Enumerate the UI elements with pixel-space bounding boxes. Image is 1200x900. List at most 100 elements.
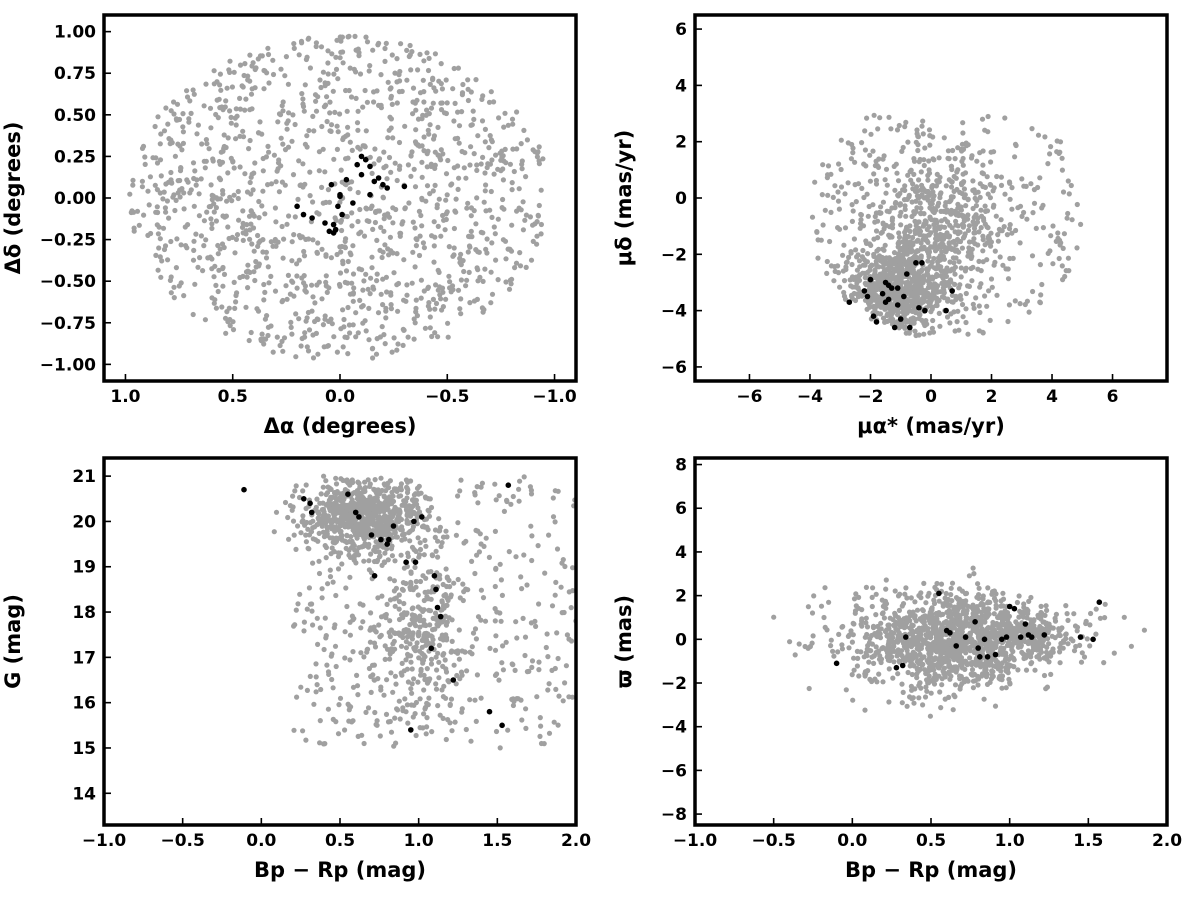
field-star-point xyxy=(980,237,986,243)
field-star-point xyxy=(442,657,448,663)
field-star-point xyxy=(500,177,506,183)
field-star-point xyxy=(281,335,288,341)
field-star-point xyxy=(493,152,499,158)
field-star-point xyxy=(929,244,935,250)
field-star-point xyxy=(353,310,359,316)
field-star-point xyxy=(347,139,353,145)
field-star-point xyxy=(166,136,172,142)
field-star-point xyxy=(272,288,279,294)
member-star-point xyxy=(371,573,378,579)
member-star-point xyxy=(505,482,512,489)
field-star-point xyxy=(427,622,433,628)
field-star-point xyxy=(908,290,914,296)
field-star-point xyxy=(954,247,960,253)
field-star-point xyxy=(912,316,918,322)
field-star-point xyxy=(549,603,556,609)
field-star-point xyxy=(943,273,950,279)
field-star-point xyxy=(510,702,516,709)
field-star-point xyxy=(176,283,182,289)
field-star-point xyxy=(318,686,324,693)
field-star-point xyxy=(862,147,869,153)
field-star-point xyxy=(254,306,260,312)
field-star-point xyxy=(486,145,492,151)
field-star-point xyxy=(316,211,322,217)
field-star-point xyxy=(296,494,303,501)
field-star-point xyxy=(268,273,274,279)
field-star-point xyxy=(409,280,415,286)
field-star-point xyxy=(332,109,338,115)
field-star-point xyxy=(492,231,498,237)
field-star-point xyxy=(457,488,463,494)
field-star-point xyxy=(538,231,544,237)
field-star-point xyxy=(851,236,858,242)
field-star-point xyxy=(468,144,474,150)
field-star-point xyxy=(248,191,254,197)
field-star-point xyxy=(491,171,497,177)
field-star-point xyxy=(517,250,523,256)
field-star-point xyxy=(291,293,297,299)
field-star-point xyxy=(367,63,373,69)
field-star-point xyxy=(475,278,481,284)
field-star-point xyxy=(872,288,878,294)
field-star-point xyxy=(925,177,931,183)
field-star-point xyxy=(437,524,443,530)
field-star-point xyxy=(409,636,415,642)
field-star-point xyxy=(918,281,924,287)
field-star-point xyxy=(953,218,959,224)
field-star-point xyxy=(853,199,859,205)
field-star-point xyxy=(966,283,973,289)
field-star-point xyxy=(168,169,174,176)
field-star-point xyxy=(430,637,436,643)
field-star-point xyxy=(361,536,367,542)
field-star-point xyxy=(362,87,368,94)
field-star-point xyxy=(899,603,905,609)
field-star-point xyxy=(872,269,878,275)
field-star-point xyxy=(261,86,267,92)
field-star-point xyxy=(367,627,373,633)
field-star-point xyxy=(408,702,415,708)
field-star-point xyxy=(400,219,406,225)
field-star-point xyxy=(276,157,282,163)
field-star-point xyxy=(474,672,480,678)
field-star-point xyxy=(417,624,423,630)
field-star-point xyxy=(228,114,234,120)
field-star-point xyxy=(1002,191,1008,197)
x-tick-label: −1.0 xyxy=(532,387,577,407)
field-star-point xyxy=(349,280,355,286)
field-star-point xyxy=(921,320,927,326)
field-star-point xyxy=(951,309,957,315)
field-star-point xyxy=(171,295,177,301)
field-star-point xyxy=(907,228,913,234)
field-star-point xyxy=(472,626,479,632)
field-star-point xyxy=(349,210,355,216)
field-star-point xyxy=(831,278,837,284)
field-star-point xyxy=(444,192,450,198)
field-star-point xyxy=(371,662,377,668)
field-star-point xyxy=(142,161,148,167)
field-star-point xyxy=(806,685,812,692)
member-star-point xyxy=(894,285,901,291)
field-star-point xyxy=(862,280,868,286)
field-star-point xyxy=(435,538,441,544)
field-star-point xyxy=(883,577,889,583)
field-star-point xyxy=(185,222,191,228)
field-star-point xyxy=(883,287,889,293)
field-star-point xyxy=(369,265,375,271)
field-star-point xyxy=(418,668,424,674)
y-tick-label: −0.25 xyxy=(40,231,96,251)
field-star-point xyxy=(446,273,452,279)
field-star-point xyxy=(926,248,932,254)
field-star-point xyxy=(402,696,408,702)
field-star-point xyxy=(911,158,918,164)
field-star-point xyxy=(315,94,321,100)
field-star-point xyxy=(459,92,465,98)
field-star-point xyxy=(873,292,879,298)
field-star-point xyxy=(1042,134,1048,140)
field-star-point xyxy=(396,606,402,612)
field-star-point xyxy=(1050,261,1056,267)
field-star-point xyxy=(946,177,952,183)
field-star-point xyxy=(321,104,327,110)
field-star-point xyxy=(985,113,991,120)
field-star-point xyxy=(846,645,852,651)
field-star-point xyxy=(387,597,394,603)
